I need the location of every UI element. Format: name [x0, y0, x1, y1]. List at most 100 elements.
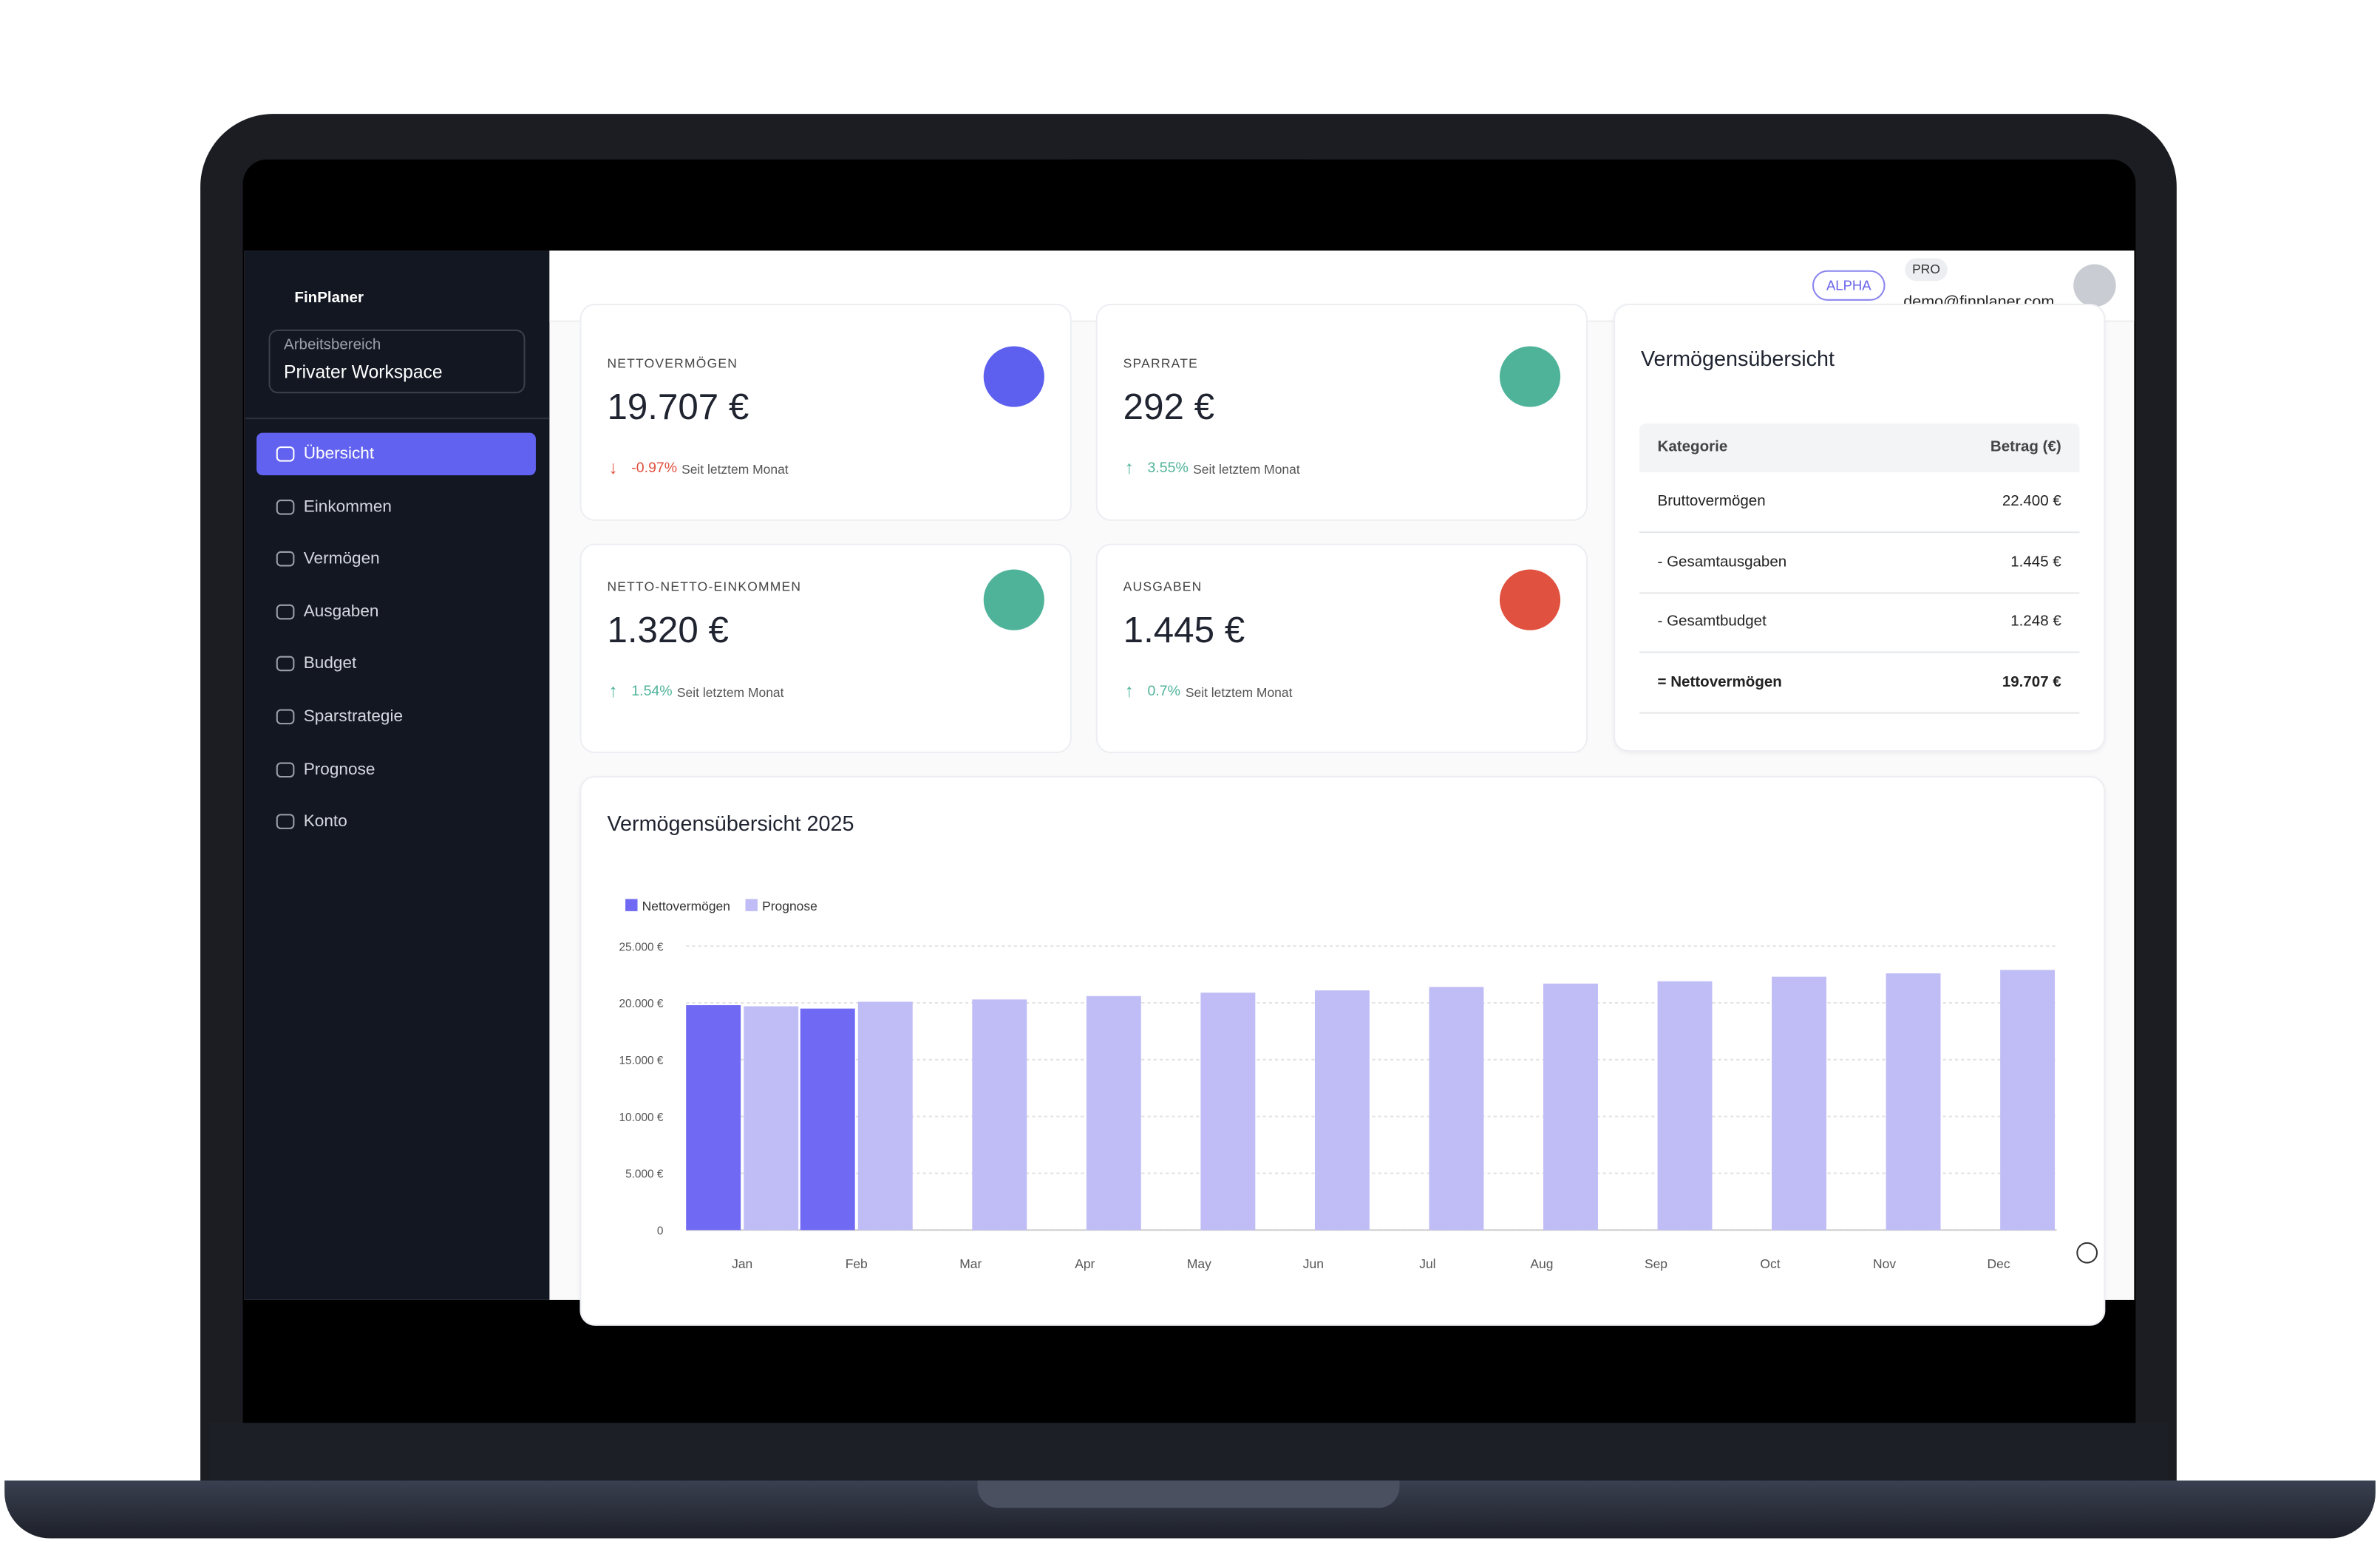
nav-icon [276, 446, 295, 462]
workspace-label: Arbeitsbereich [284, 337, 381, 354]
kpi-icon [1499, 569, 1561, 630]
y-tick-label: 20.000 € [619, 998, 664, 1010]
table-cell: Bruttovermögen [1657, 493, 1766, 511]
nav-item[interactable] [256, 432, 536, 476]
nav-label: Sparstrategie [303, 707, 404, 726]
nav-label: Übersicht [303, 445, 375, 463]
nav-label: Einkommen [303, 497, 392, 516]
x-tick-label: Aug [1530, 1256, 1553, 1271]
trend-arrow: ↓ [608, 457, 618, 479]
y-tick-label: 5.000 € [625, 1168, 664, 1181]
workspace-select[interactable] [268, 329, 526, 394]
nav-label: Ausgaben [303, 602, 379, 621]
kpi-label: NETTO-NETTO-EINKOMMEN [607, 578, 802, 594]
chart-title: Vermögensübersicht 2025 [607, 811, 854, 836]
nav-icon [276, 814, 295, 830]
x-tick-label: Jan [732, 1256, 752, 1271]
kpi-note: Seit letztem Monat [676, 684, 784, 701]
legend-label: Prognose [762, 899, 817, 913]
kpi-card [579, 543, 1072, 754]
bar [1200, 993, 1256, 1231]
x-tick-label: Mar [959, 1256, 982, 1271]
nav-icon [276, 761, 295, 777]
table-cell: 22.400 € [2002, 493, 2061, 511]
nav-item[interactable] [256, 800, 536, 843]
base-notch [977, 1480, 1400, 1508]
trend-arrow: ↑ [1124, 680, 1135, 702]
x-tick-label: Jul [1419, 1256, 1435, 1271]
kpi-icon [983, 569, 1044, 630]
bar [1657, 981, 1713, 1231]
kpi-icon [1499, 346, 1561, 407]
nav-label: Vermögen [303, 550, 380, 568]
nav-item[interactable] [256, 643, 536, 686]
table-row [1639, 533, 2080, 593]
kpi-note: Seit letztem Monat [1193, 461, 1300, 477]
x-tick-label: May [1187, 1256, 1211, 1271]
kpi-value: 1.445 € [1123, 610, 1245, 652]
nav-item[interactable] [256, 748, 536, 791]
avatar[interactable] [2073, 264, 2116, 307]
bar [1772, 976, 1826, 1231]
nav-label: Prognose [303, 760, 375, 779]
x-tick-label: Sep [1645, 1256, 1667, 1271]
kpi-card [1095, 543, 1588, 754]
table-title: Vermögensübersicht [1640, 346, 1835, 371]
table-header: Betrag (€) [1990, 438, 2061, 456]
table-row [1639, 653, 2080, 714]
x-tick-label: Apr [1075, 1256, 1095, 1271]
x-tick-label: Nov [1873, 1256, 1896, 1271]
bar [1314, 990, 1370, 1231]
nav-item[interactable] [256, 590, 536, 633]
kpi-note: Seit letztem Monat [681, 461, 789, 477]
alpha-badge: ALPHA [1812, 270, 1886, 301]
bezel-bottom [209, 1423, 2168, 1481]
kpi-card [1095, 303, 1588, 521]
x-tick-label: Jun [1303, 1256, 1324, 1271]
table-cell: - Gesamtausgaben [1657, 554, 1787, 571]
table-cell: - Gesamtbudget [1657, 613, 1767, 631]
kpi-label: AUSGABEN [1123, 578, 1203, 594]
logo[interactable]: FinPlaner [294, 290, 364, 307]
scroll-top-button[interactable] [2076, 1242, 2098, 1264]
nav-icon [276, 604, 295, 619]
kpi-change: 3.55% [1147, 460, 1189, 477]
nav-icon [276, 709, 295, 725]
nav-icon [276, 656, 295, 673]
nav-item[interactable] [256, 486, 536, 528]
table-header-bg [1639, 423, 2080, 473]
table-card [1613, 303, 2106, 752]
table-cell: 19.707 € [2002, 674, 2061, 692]
bar [1086, 995, 1141, 1231]
table-row [1639, 472, 2080, 534]
bar [972, 999, 1027, 1231]
kpi-icon [983, 346, 1044, 407]
legend-swatch [625, 899, 638, 911]
y-tick-label: 0 [657, 1225, 664, 1238]
workspace-name: Privater Workspace [284, 361, 443, 383]
nav-icon [276, 551, 295, 567]
nav-icon [276, 499, 295, 514]
x-tick-label: Oct [1760, 1256, 1780, 1271]
y-tick-label: 25.000 € [619, 941, 664, 953]
y-tick-label: 10.000 € [619, 1112, 664, 1124]
plan-badge: PRO [1905, 258, 1948, 282]
bar [744, 1006, 799, 1231]
kpi-value: 1.320 € [607, 610, 729, 652]
kpi-change: -0.97% [631, 460, 678, 477]
nav-item[interactable] [256, 538, 536, 581]
table-cell: = Nettovermögen [1657, 674, 1782, 692]
kpi-value: 292 € [1123, 387, 1215, 429]
bar [2000, 970, 2056, 1231]
bar [1543, 983, 1598, 1231]
notch [1070, 159, 1308, 202]
divider [244, 418, 550, 420]
legend-label: Nettovermögen [642, 899, 730, 913]
table-cell: 1.248 € [2010, 613, 2061, 631]
x-tick-label: Dec [1988, 1256, 2010, 1271]
trend-arrow: ↑ [608, 680, 618, 702]
bar [800, 1008, 855, 1231]
nav-label: Konto [303, 812, 347, 831]
